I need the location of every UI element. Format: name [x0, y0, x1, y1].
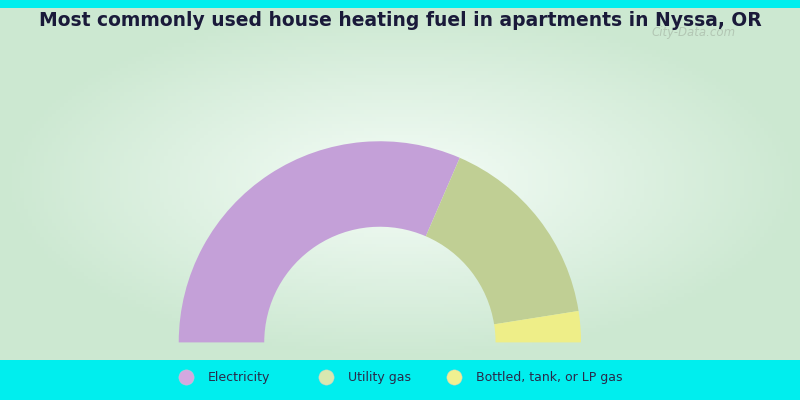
Wedge shape	[494, 311, 581, 342]
Wedge shape	[178, 141, 460, 342]
Text: Most commonly used house heating fuel in apartments in Nyssa, OR: Most commonly used house heating fuel in…	[38, 11, 762, 30]
Wedge shape	[426, 158, 578, 324]
Text: Electricity: Electricity	[208, 370, 270, 384]
Text: City-Data.com: City-Data.com	[651, 26, 735, 39]
Text: Bottled, tank, or LP gas: Bottled, tank, or LP gas	[476, 370, 622, 384]
Text: Utility gas: Utility gas	[348, 370, 411, 384]
